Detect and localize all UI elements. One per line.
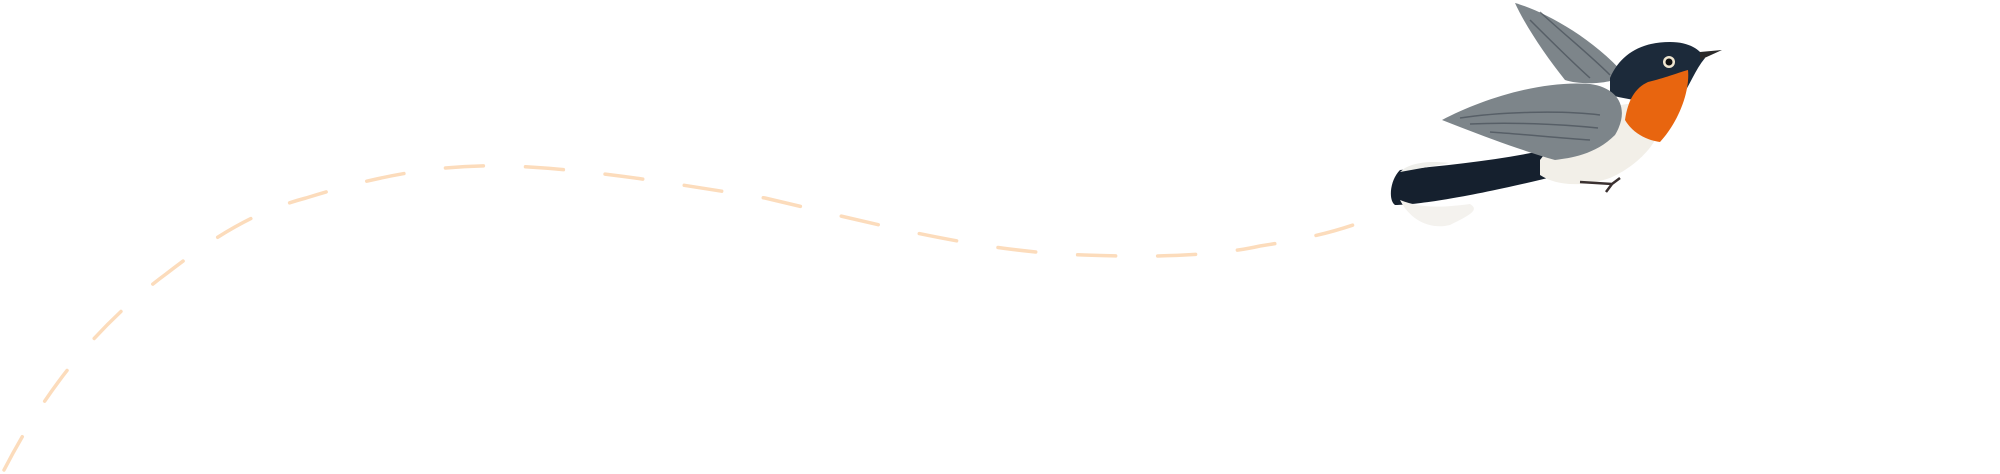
bird-beak (1700, 50, 1722, 60)
bird (1390, 3, 1722, 227)
bird-tail (1390, 150, 1560, 205)
dashed-flight-path (2, 164, 1358, 472)
bird-tail-tip (1400, 200, 1474, 227)
bird-upper-wing (1515, 3, 1625, 84)
bird-throat (1625, 70, 1689, 142)
bird-lower-wing (1442, 83, 1622, 160)
bird-feet (1579, 177, 1621, 193)
